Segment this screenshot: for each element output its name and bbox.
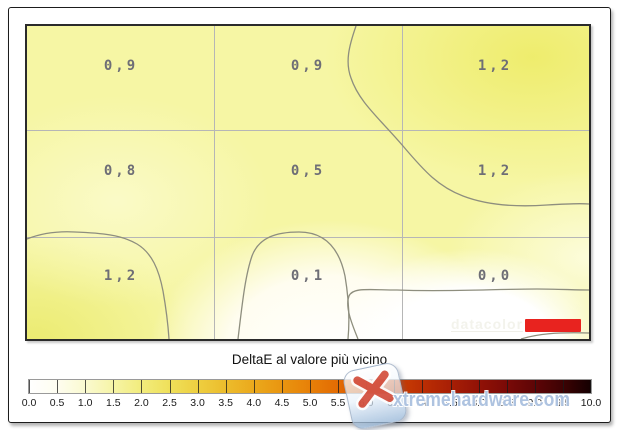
colorbar-tick-8.0 — [478, 380, 480, 393]
contour-center-dome — [237, 231, 350, 339]
colorbar-label-7.5: 7.5 — [443, 397, 458, 409]
cell-value-r1-c2: 0,9 — [290, 58, 326, 74]
cell-value-r3-c1: 1,2 — [103, 268, 139, 284]
colorbar-label-0.5: 0.5 — [49, 397, 65, 409]
colorbar-label-4.5: 4.5 — [274, 397, 290, 409]
colorbar-label-7.0: 7.0 — [415, 397, 430, 409]
colorbar-tick-1.5 — [113, 380, 115, 393]
datacolor-watermark: datacolor — [451, 316, 582, 332]
grid-line-horizontal-2 — [27, 237, 589, 238]
colorbar-tick-4.5 — [281, 380, 283, 393]
heatmap-plot: 0,9 0,9 1,2 0,8 0,5 1,2 1,2 0,1 0,0 datacolor — [25, 24, 591, 341]
colorbar-tick-2.5 — [169, 380, 171, 393]
colorbar-label-10.0: 10.0 — [580, 397, 602, 409]
heatmap-area: 0,9 0,9 1,2 0,8 0,5 1,2 1,2 0,1 0,0 datacolor — [27, 26, 589, 339]
colorbar-tick-8.5 — [506, 380, 508, 393]
grid-line-horizontal-1 — [27, 130, 589, 131]
colorbar-label-4.0: 4.0 — [246, 397, 262, 409]
colorbar-label-3.5: 3.5 — [218, 397, 233, 409]
colorbar-label-8.5: 8.5 — [499, 397, 514, 409]
colorbar-tick-9.0 — [534, 380, 536, 393]
colorbar-tick-labels: 0.00.51.01.52.02.53.03.54.04.55.05.56.06… — [22, 397, 602, 409]
datacolor-logo-rectangle — [525, 319, 582, 332]
contour-lines — [27, 26, 589, 339]
cell-value-r2-c1: 0,8 — [103, 163, 139, 179]
colorbar-tick-0.0 — [29, 380, 30, 393]
contour-white-region — [347, 288, 589, 339]
colorbar-tick-7.0 — [422, 380, 424, 393]
cell-value-r1-c3: 1,2 — [477, 58, 513, 74]
colorbar-tick-0.5 — [57, 380, 59, 393]
colorbar-label-1.0: 1.0 — [77, 397, 93, 409]
colorbar-tick-3.0 — [197, 380, 199, 393]
colorbar-tick-4.0 — [253, 380, 255, 393]
colorbar-tick-5.5 — [338, 380, 340, 393]
colorbar-tick-1.0 — [85, 380, 87, 393]
colorbar-tick-5.0 — [310, 380, 311, 393]
colorbar-label-2.0: 2.0 — [134, 397, 149, 409]
contour-top-right — [347, 26, 589, 207]
colorbar-label-0.0: 0.0 — [21, 397, 37, 409]
x-icon — [350, 368, 397, 411]
chart-frame: 0,9 0,9 1,2 0,8 0,5 1,2 1,2 0,1 0,0 datacolor De… — [8, 7, 611, 430]
colorbar-label-5.0: 5.0 — [302, 397, 318, 409]
cell-value-r3-c2: 0,1 — [290, 268, 326, 284]
colorbar-tick-9.5 — [562, 380, 564, 393]
colorbar-tick-7.5 — [450, 380, 452, 393]
datacolor-watermark-text: datacolor — [451, 316, 524, 332]
contour-bottom-left — [27, 231, 170, 339]
xtremehardware-watermark-text: xtremehardware.com — [393, 389, 571, 411]
colorbar-label-9.0: 9.0 — [527, 397, 543, 409]
colorbar-label-1.5: 1.5 — [105, 397, 121, 409]
colorbar-label-2.5: 2.5 — [162, 397, 177, 409]
xtremehardware-logo-badge — [341, 360, 409, 430]
colorbar-tick-10.0 — [590, 380, 591, 393]
grid-line-vertical-2 — [402, 26, 403, 339]
cell-value-r3-c3: 0,0 — [477, 268, 513, 284]
colorbar-label-8.0: 8.0 — [471, 397, 486, 409]
legend-title: DeltaE al valore più vicino — [231, 352, 388, 367]
cell-value-r2-c2: 0,5 — [290, 163, 326, 179]
contour-bottom-right — [520, 332, 589, 339]
grid-line-vertical-1 — [214, 26, 215, 339]
colorbar-tick-2.0 — [141, 380, 143, 393]
cell-value-r2-c3: 1,2 — [477, 163, 513, 179]
colorbar-tick-3.5 — [225, 380, 227, 393]
colorbar-label-5.5: 5.5 — [330, 397, 346, 409]
colorbar-label-9.5: 9.5 — [555, 397, 571, 409]
cell-value-r1-c1: 0,9 — [103, 58, 139, 74]
colorbar-label-3.0: 3.0 — [190, 397, 205, 409]
